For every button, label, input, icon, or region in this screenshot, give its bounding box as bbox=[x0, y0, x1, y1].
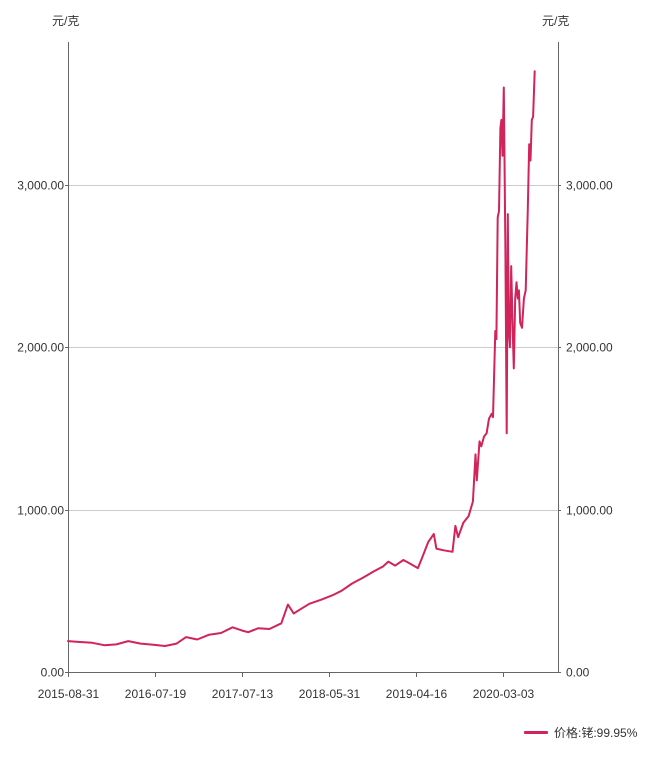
tick-labels: 0.00 0.00 1,000.00 1,000.00 2,000.00 2,000.00… bbox=[17, 179, 613, 702]
series-line-0 bbox=[67, 70, 536, 647]
x-tick-label: 2017-07-13 bbox=[212, 687, 274, 701]
legend-swatch-icon bbox=[524, 731, 548, 734]
y-tick-label-left: 2,000.00 bbox=[17, 341, 64, 355]
series bbox=[67, 70, 536, 647]
x-tick-label: 2018-05-31 bbox=[299, 687, 361, 701]
gridlines bbox=[68, 185, 558, 511]
legend[interactable]: 价格:铑:99.95% bbox=[524, 724, 637, 741]
y-tick-label-right: 3,000.00 bbox=[566, 179, 613, 193]
y-tick-label-left: 3,000.00 bbox=[17, 179, 64, 193]
x-tick-label: 2020-03-03 bbox=[473, 687, 535, 701]
x-tick-label: 2019-04-16 bbox=[386, 687, 448, 701]
x-tick-label: 2015-08-31 bbox=[38, 687, 100, 701]
y-tick-label-right: 0.00 bbox=[566, 666, 590, 680]
y-axis-unit-right: 元/克 bbox=[542, 14, 570, 28]
y-tick-label-right: 1,000.00 bbox=[566, 504, 613, 518]
x-tick-label: 2016-07-19 bbox=[125, 687, 187, 701]
y-tick-label-left: 1,000.00 bbox=[17, 504, 64, 518]
y-axis-unit-left: 元/克 bbox=[52, 14, 80, 28]
y-tick-label-right: 2,000.00 bbox=[566, 341, 613, 355]
legend-label: 价格:铑:99.95% bbox=[554, 726, 638, 740]
axes bbox=[65, 42, 561, 677]
y-tick-label-left: 0.00 bbox=[41, 666, 65, 680]
